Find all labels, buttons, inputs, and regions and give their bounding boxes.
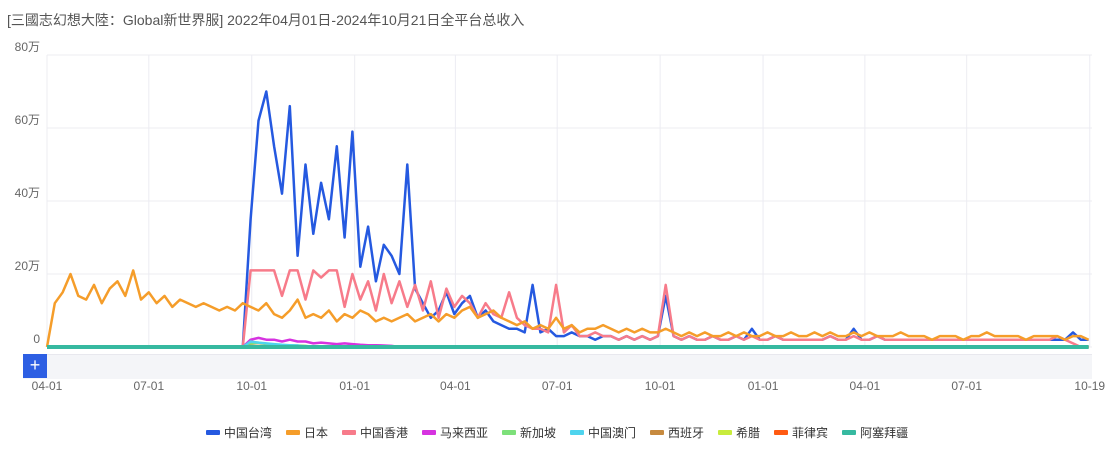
legend-swatch-icon <box>501 430 516 435</box>
legend-label: 希腊 <box>736 426 761 440</box>
x-tick-label: 04-01 <box>440 379 471 393</box>
legend-swatch-icon <box>774 430 789 435</box>
x-tick-label: 07-01 <box>542 379 573 393</box>
y-tick-label: 60万 <box>15 113 40 127</box>
legend-label: 马来西亚 <box>439 426 488 440</box>
legend: 中国台湾 日本 中国香港 马来西亚 新加坡 中国澳门 西班牙 希腊 菲律宾 阿塞拜疆 <box>0 424 1114 441</box>
legend-item[interactable]: 菲律宾 <box>774 424 828 441</box>
legend-item[interactable]: 中国香港 <box>341 424 408 441</box>
legend-item[interactable]: 日本 <box>285 424 328 441</box>
legend-label: 西班牙 <box>668 426 705 440</box>
legend-swatch-icon <box>650 430 665 435</box>
legend-swatch-icon <box>205 430 220 435</box>
y-tick-label: 20万 <box>15 259 40 273</box>
x-tick-label: 07-01 <box>133 379 164 393</box>
legend-swatch-icon <box>421 430 436 435</box>
legend-swatch-icon <box>341 430 356 435</box>
legend-swatch-icon <box>570 430 584 435</box>
data-zoom-slider[interactable] <box>23 354 1092 379</box>
x-tick-label: 10-19 <box>1074 379 1105 393</box>
x-tick-label: 01-01 <box>748 379 779 393</box>
series-line-0 <box>47 90 1089 349</box>
chart-title: [三國志幻想大陸：Global新世界服] 2022年04月01日-2024年10… <box>7 12 525 28</box>
y-tick-label: 80万 <box>15 40 40 54</box>
legend-label: 阿塞拜疆 <box>860 426 909 440</box>
legend-label: 日本 <box>303 426 328 440</box>
legend-swatch-icon <box>842 430 857 435</box>
y-tick-label: 0 <box>33 332 40 346</box>
legend-swatch-icon <box>718 430 733 435</box>
legend-label: 菲律宾 <box>792 426 829 440</box>
legend-label: 新加坡 <box>519 426 556 440</box>
x-tick-label: 10-01 <box>645 379 676 393</box>
series-line-1 <box>45 269 1090 348</box>
legend-item[interactable]: 新加坡 <box>501 424 556 441</box>
x-tick-label: 04-01 <box>850 379 881 393</box>
legend-item[interactable]: 中国澳门 <box>570 424 636 441</box>
x-tick-label: 10-01 <box>236 379 267 393</box>
legend-swatch-icon <box>285 430 300 435</box>
legend-label: 中国香港 <box>359 426 408 440</box>
legend-label: 中国台湾 <box>223 426 272 440</box>
legend-item[interactable]: 中国台湾 <box>205 424 272 441</box>
legend-item[interactable]: 希腊 <box>718 424 760 441</box>
x-tick-label: 07-01 <box>951 379 982 393</box>
y-tick-label: 40万 <box>15 186 40 200</box>
legend-label: 中国澳门 <box>588 426 637 440</box>
slider-add-button[interactable]: + <box>23 354 47 378</box>
legend-item[interactable]: 马来西亚 <box>421 424 488 441</box>
legend-item[interactable]: 阿塞拜疆 <box>842 424 908 441</box>
x-tick-label: 04-01 <box>32 379 63 393</box>
legend-item[interactable]: 西班牙 <box>650 424 704 441</box>
x-tick-label: 01-01 <box>339 379 370 393</box>
